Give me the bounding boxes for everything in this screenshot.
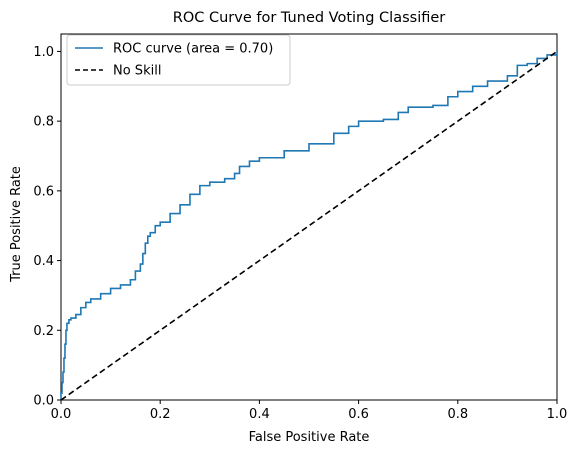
y-axis-label: True Positive Rate [9,166,24,283]
x-tick-label: 0.4 [249,407,270,422]
y-tick-label: 1.0 [33,45,54,60]
x-axis-label: False Positive Rate [249,430,370,445]
legend-box [66,34,291,86]
y-tick-label: 0.8 [33,115,54,130]
no-skill-line [60,50,558,401]
roc-curve-line [60,51,558,400]
series-layer [60,50,558,401]
y-tick-label: 0.6 [33,184,54,199]
y-axis-ticks: 0.0 0.2 0.4 0.6 0.8 1.0 [33,45,61,409]
x-axis-ticks: 0.0 0.2 0.4 0.6 0.8 1.0 [51,400,568,422]
x-tick-label: 1.0 [547,407,568,422]
y-tick-label: 0.4 [33,254,54,269]
plot-frame [60,33,558,401]
legend-entry-no-skill: No Skill [113,64,161,79]
y-tick-label: 0.2 [33,324,54,339]
y-tick-label: 0.0 [33,394,54,409]
x-tick-label: 0.0 [51,407,72,422]
x-tick-label: 0.6 [348,407,369,422]
legend: ROC curve (area = 0.70) No Skill [66,34,291,86]
x-tick-label: 0.8 [447,407,468,422]
chart-title: ROC Curve for Tuned Voting Classifier [173,10,446,26]
x-tick-label: 0.2 [150,407,171,422]
legend-entry-roc: ROC curve (area = 0.70) [113,42,273,57]
plot-area [60,33,558,401]
